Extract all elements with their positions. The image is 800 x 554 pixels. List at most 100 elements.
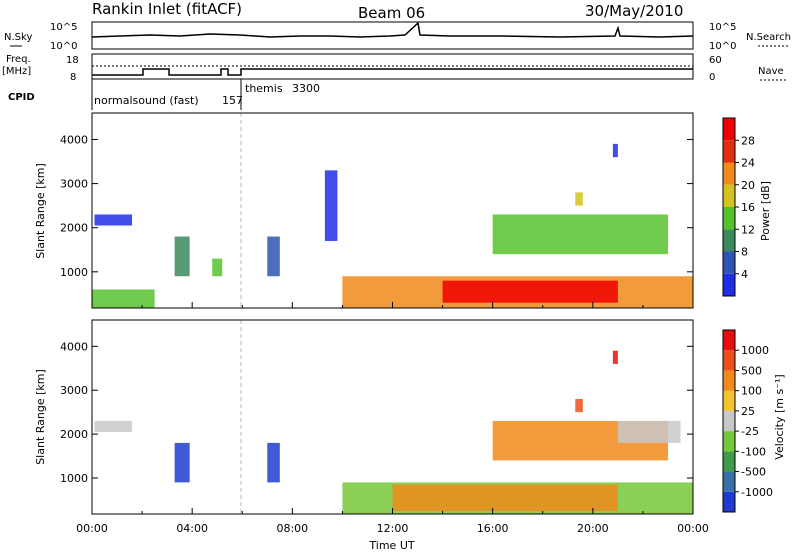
velocity-colorbar-swatch [723,431,735,452]
nave-tick-top: 60 [709,55,722,66]
power-colorbar-tick-label: 20 [741,179,755,192]
velocity-echo-region [94,420,133,432]
velocity-colorbar-tick-label: -1000 [741,486,773,499]
velocity-echo-region [392,484,618,511]
nsky-series [91,21,694,38]
velocity-x-axis: 00:00 04:00 08:00 12:00 16:00 20:00 00:00 [76,508,709,535]
nsearch-tick-top: 10^5 [709,22,736,33]
power-ytick-label: 4000 [60,133,88,146]
freq-label-2: [MHz] [2,66,31,77]
power-colorbar-swatch [723,273,735,296]
velocity-y-axis: 1000 2000 3000 4000 [60,340,693,485]
velocity-ytick-label: 1000 [60,472,88,485]
power-ylabel: Slant Range [km] [34,163,47,259]
velocity-xtick-label: 04:00 [176,522,208,535]
velocity-colorbar-swatch [723,330,735,351]
velocity-colorbar-tick-label: -500 [741,466,766,479]
power-frame [91,112,694,309]
velocity-colorbar: 1000 500 100 25 -25 -100 -500 -1000 [722,329,773,513]
freq-panel: Freq. [MHz] 18 8 60 0 Nave [2,53,786,83]
velocity-echo-region [267,442,280,483]
power-echo-region [92,289,155,308]
velocity-colorbar-swatch [723,410,735,432]
power-ytick-label: 3000 [60,178,88,191]
velocity-panel: 1000 2000 3000 4000 00:00 04:00 08:00 12:00 16:… [34,319,786,552]
cpid-mode-1-id: 157 [222,94,243,107]
power-y-axis: 1000 2000 3000 4000 [60,133,693,279]
velocity-colorbar-label: Velocity [m s⁻¹] [773,374,786,459]
velocity-colorbar-tick-label: 100 [741,385,762,398]
power-echo-region [267,236,280,277]
power-colorbar-swatch [723,207,735,230]
power-colorbar-tick-label: 24 [741,157,755,170]
power-colorbar-swatch [723,184,735,207]
cpid-label: CPID [8,92,35,103]
velocity-colorbar-swatch [723,491,735,512]
velocity-xlabel: Time UT [368,539,414,552]
nsky-panel: N.Sky 10^5 10^0 10^5 10^0 N.Search [4,21,791,52]
power-echo-region [212,258,223,277]
freq-tick-top: 18 [66,55,79,66]
power-echo-region [612,143,618,158]
velocity-colorbar-swatch [723,451,735,472]
power-ytick-label: 1000 [60,266,88,279]
velocity-echo-region [612,350,618,364]
power-colorbar-swatch [723,229,735,252]
velocity-ytick-label: 4000 [60,340,88,353]
cpid-mode-2-name: themis [245,82,283,95]
velocity-colorbar-tick-label: -100 [741,445,766,458]
nsky-tick-bottom: 10^0 [50,41,77,52]
nsky-frame [91,21,694,50]
cpid-mode-2-id: 3300 [292,82,320,95]
nsky-label: N.Sky [4,32,32,43]
power-colorbar: 4 8 12 16 20 24 28 [722,117,755,297]
power-echo-region [492,214,668,255]
power-echo-region [94,214,133,226]
velocity-echo-region [575,399,583,413]
velocity-colorbar-tick-label: 500 [741,364,762,377]
velocity-colorbar-frame [722,329,736,513]
velocity-xtick-label: 20:00 [577,522,609,535]
velocity-colorbar-swatch [723,370,735,391]
velocity-echo-region [174,442,190,483]
freq-label-1: Freq. [6,54,31,65]
cpid-panel: CPID normalsound (fast) 157 themis 3300 [8,79,320,110]
velocity-echo-layer [94,350,693,514]
power-colorbar-swatch [723,162,735,185]
nsearch-label: N.Search [746,32,791,43]
velocity-xtick-label: 00:00 [76,522,108,535]
power-echo-region [575,192,583,206]
power-colorbar-tick-label: 8 [741,246,748,259]
freq-tick-bottom: 8 [70,72,76,83]
velocity-ytick-label: 3000 [60,384,88,397]
nave-tick-bottom: 0 [709,72,715,83]
velocity-ylabel: Slant Range [km] [34,369,47,465]
power-echo-layer [92,143,693,308]
power-echo-region [324,170,338,241]
power-colorbar-swatch [723,251,735,274]
velocity-colorbar-tick-label: 25 [741,405,755,418]
power-colorbar-tick-label: 28 [741,134,755,147]
freq-series [92,68,693,76]
power-colorbar-label: Power [dB] [759,181,772,241]
velocity-xtick-label: 08:00 [276,522,308,535]
velocity-colorbar-swatch [723,471,735,492]
power-colorbar-tick-label: 16 [741,201,755,214]
nave-label: Nave [758,66,784,77]
velocity-xtick-label: 16:00 [477,522,509,535]
nsky-tick-top: 10^5 [50,22,77,33]
velocity-xtick-label: 12:00 [377,522,409,535]
power-colorbar-tick-label: 12 [741,223,755,236]
power-panel: 1000 2000 3000 4000 Slant Range [km] 4 8 12 16… [34,112,772,309]
power-echo-region [442,280,618,303]
velocity-colorbar-swatch [723,350,735,371]
nsearch-tick-bottom: 10^0 [709,41,736,52]
beam-label: Beam 06 [358,4,425,22]
velocity-colorbar-tick-label: 1000 [741,344,769,357]
velocity-xtick-label: 00:00 [677,522,709,535]
power-echo-region [174,236,190,277]
velocity-ytick-label: 2000 [60,428,88,441]
power-colorbar-swatch [723,118,735,141]
date-label: 30/May/2010 [585,2,683,20]
